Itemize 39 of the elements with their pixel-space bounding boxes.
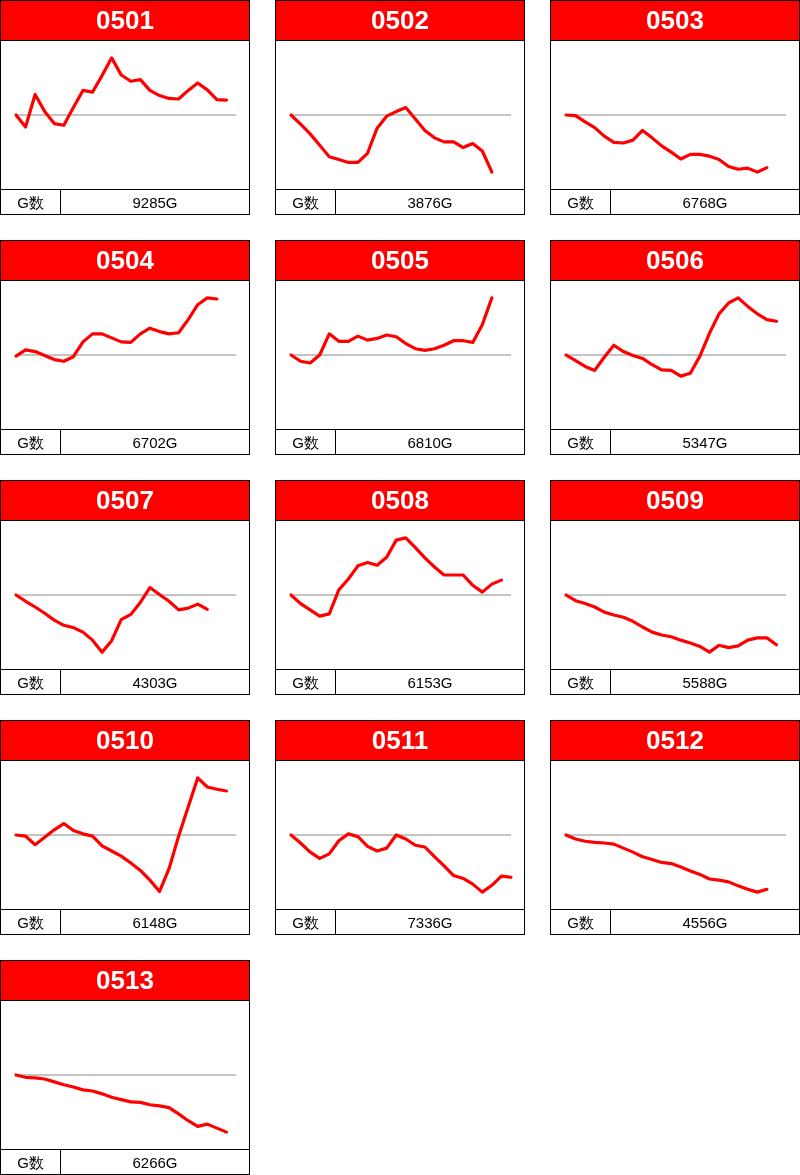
text: G数 — [551, 190, 611, 215]
chart-title: 0502 — [276, 1, 524, 41]
chart-title: 0505 — [276, 241, 524, 281]
text: 3876G — [406, 193, 454, 213]
text: G数 — [1, 430, 61, 455]
chart-title: 0511 — [276, 721, 524, 761]
text: 7336G — [406, 913, 454, 933]
text: G数 — [551, 670, 611, 695]
text: 5347G — [681, 433, 729, 453]
chart-title: 0504 — [1, 241, 249, 281]
text: G数 — [551, 430, 611, 455]
chart-title: 0512 — [551, 721, 799, 761]
text: G数 — [1, 190, 61, 215]
text: G数 — [276, 670, 336, 695]
text: 6266G — [131, 1153, 179, 1173]
text: 4303G — [131, 673, 179, 693]
text: G数 — [1, 1150, 61, 1175]
chart-title: 0507 — [1, 481, 249, 521]
text: 6810G — [406, 433, 454, 453]
chart-title: 0501 — [1, 1, 249, 41]
chart-title: 0510 — [1, 721, 249, 761]
chart-title: 0509 — [551, 481, 799, 521]
text: G数 — [276, 190, 336, 215]
text: 6768G — [681, 193, 729, 213]
text: 9285G — [131, 193, 179, 213]
text: G数 — [276, 430, 336, 455]
text: 6702G — [131, 433, 179, 453]
chart-title: 0506 — [551, 241, 799, 281]
text: 6153G — [406, 673, 454, 693]
chart-title: 0513 — [1, 961, 249, 1001]
text: G数 — [276, 910, 336, 935]
chart-title: 0503 — [551, 1, 799, 41]
text: 5588G — [681, 673, 729, 693]
text: 4556G — [681, 913, 729, 933]
text: 6148G — [131, 913, 179, 933]
text: G数 — [1, 910, 61, 935]
text: G数 — [1, 670, 61, 695]
text: G数 — [551, 910, 611, 935]
chart-title: 0508 — [276, 481, 524, 521]
